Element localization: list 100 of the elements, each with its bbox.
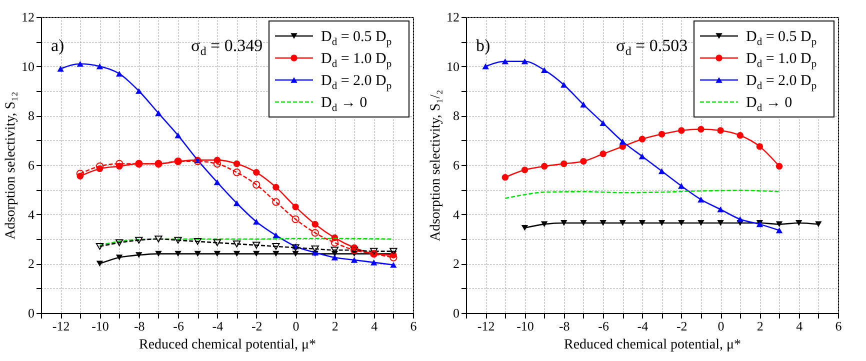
point <box>658 168 666 174</box>
y-axis-title: Adsorption selectivity, S₁₂ <box>4 92 18 240</box>
y-tick-label: 4 <box>28 206 35 222</box>
point <box>311 228 319 237</box>
point <box>154 236 162 242</box>
point <box>115 239 124 246</box>
line-series <box>504 190 780 199</box>
point <box>116 70 123 77</box>
x-tick-label: -8 <box>558 318 570 334</box>
point <box>214 179 221 186</box>
point <box>330 238 339 247</box>
x-tick-label: -12 <box>52 318 70 334</box>
point <box>678 127 685 134</box>
x-tick-label: -2 <box>676 318 688 334</box>
y-tick-label: 8 <box>28 108 34 124</box>
point <box>272 232 280 238</box>
point <box>638 153 646 160</box>
point <box>331 254 338 260</box>
y-tick-label: 2 <box>453 256 460 272</box>
point <box>638 136 646 142</box>
point <box>233 250 240 257</box>
point <box>390 262 397 268</box>
x-tick-label: 0 <box>292 318 300 334</box>
x-tick-label: 2 <box>332 318 338 334</box>
point <box>678 220 685 226</box>
point <box>619 138 626 144</box>
y-tick-label: 8 <box>453 108 460 124</box>
point <box>600 150 606 158</box>
point <box>540 221 548 228</box>
point <box>292 250 299 257</box>
point <box>521 58 528 64</box>
y-tick-label: 12 <box>22 10 34 24</box>
point <box>540 162 548 170</box>
point <box>213 239 222 246</box>
point <box>155 250 162 257</box>
point <box>194 250 201 257</box>
point <box>482 63 489 70</box>
point <box>390 248 398 255</box>
point <box>136 88 142 94</box>
x-axis-title: Reduced chemical potential, μ* <box>139 338 316 352</box>
point <box>717 206 724 212</box>
point <box>233 200 240 206</box>
y-tick-label: 6 <box>453 158 460 172</box>
point <box>252 180 260 189</box>
point <box>600 220 606 226</box>
point <box>136 252 142 258</box>
x-axis-title: Reduced chemical potential, μ* <box>564 338 741 352</box>
annotation: a) <box>51 36 64 55</box>
point <box>521 166 528 174</box>
point <box>76 60 84 67</box>
point <box>57 66 64 72</box>
x-tick-label: -4 <box>637 318 649 334</box>
point <box>560 160 568 168</box>
x-tick-label: 0 <box>718 318 724 334</box>
point <box>580 158 587 165</box>
x-tick-label: -12 <box>477 318 495 334</box>
point <box>658 130 666 138</box>
y-tick-label: 10 <box>22 58 34 74</box>
point <box>272 184 280 191</box>
point <box>252 242 260 249</box>
point <box>292 215 300 224</box>
y-axis-title: Adsorption selectivity, S₁/₂ <box>428 90 444 242</box>
point <box>272 242 280 250</box>
x-tick-label: 4 <box>796 318 804 334</box>
point <box>580 102 587 108</box>
point <box>776 162 783 170</box>
annotation: b) <box>476 36 490 55</box>
point <box>253 250 260 257</box>
point <box>717 220 724 226</box>
point <box>580 220 587 226</box>
point <box>194 238 202 245</box>
point <box>370 260 378 266</box>
x-tick-label: -4 <box>212 318 224 334</box>
x-tick-label: 4 <box>371 318 378 334</box>
point <box>232 240 241 248</box>
point <box>658 220 666 226</box>
x-tick-label: 6 <box>410 318 418 334</box>
point <box>272 198 280 206</box>
point <box>174 236 182 244</box>
x-tick-label: -8 <box>134 318 145 334</box>
point <box>776 227 783 234</box>
point <box>350 257 358 263</box>
x-tick-label: -6 <box>173 318 184 334</box>
point <box>698 220 704 226</box>
point <box>540 67 548 73</box>
point <box>698 126 704 133</box>
y-tick-label: 0 <box>453 306 460 320</box>
point <box>390 254 398 262</box>
point <box>116 254 123 260</box>
x-tick-label: -6 <box>598 318 610 334</box>
x-tick-label: -10 <box>516 318 534 334</box>
point <box>174 132 182 138</box>
y-tick-label: 4 <box>453 206 460 222</box>
y-tick-label: 6 <box>28 158 35 172</box>
y-tick-label: 10 <box>446 58 460 74</box>
point <box>292 204 299 210</box>
point <box>96 242 104 250</box>
point <box>96 63 104 70</box>
point <box>560 82 568 88</box>
point <box>174 250 182 257</box>
